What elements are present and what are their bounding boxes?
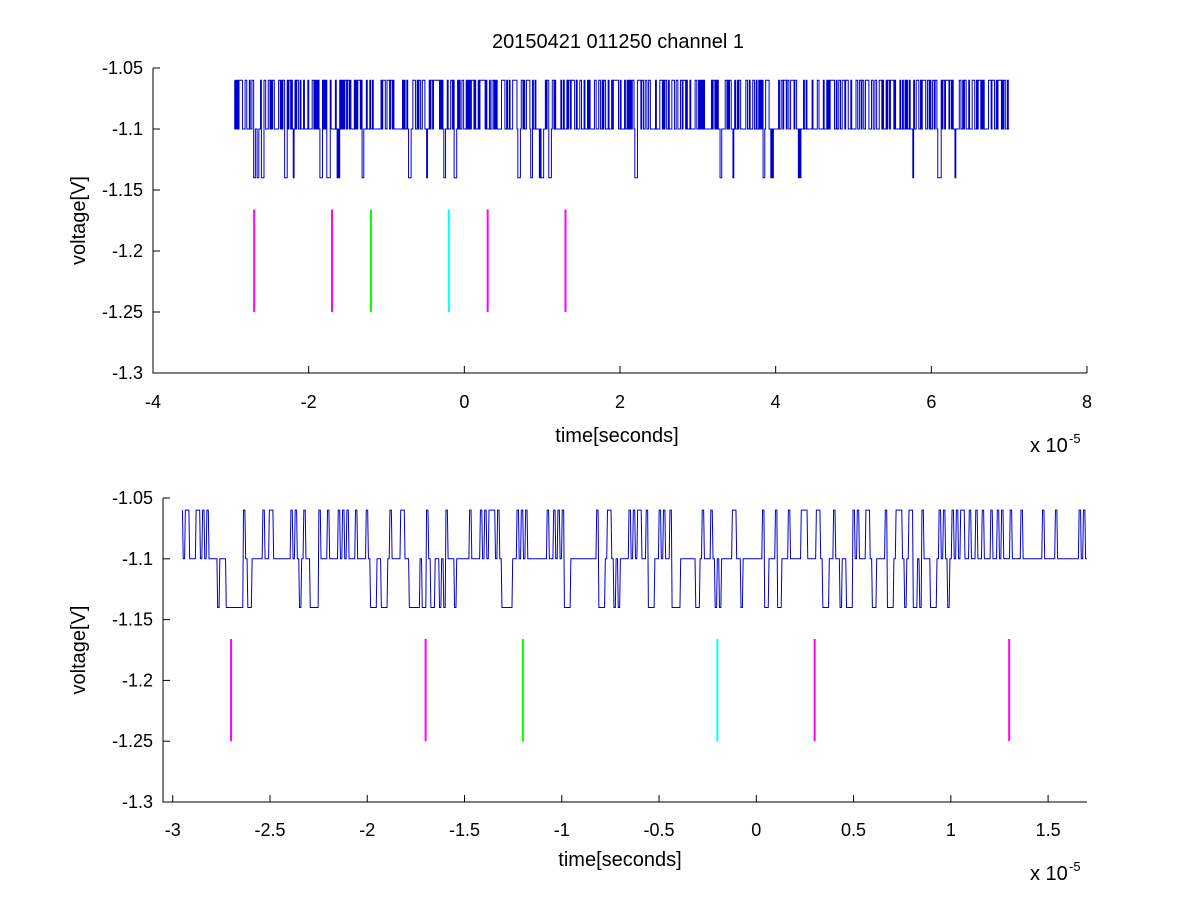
y-tick-label: -1.25	[112, 731, 153, 751]
x-axis-label: time[seconds]	[558, 849, 681, 871]
y-tick-label: -1.05	[112, 488, 153, 508]
x-tick-label: 8	[1082, 392, 1092, 412]
x-tick-label: -2.5	[254, 820, 285, 840]
x-tick-label: 1	[946, 820, 956, 840]
y-tick-label: -1.2	[112, 241, 143, 261]
x-tick-label: 2	[615, 392, 625, 412]
y-tick-label: -1.3	[122, 792, 153, 812]
y-tick-label: -1.3	[112, 363, 143, 383]
x-exponent-power: -5	[1069, 859, 1081, 874]
x-tick-label: 0	[751, 820, 761, 840]
signal-series-line	[234, 79, 1010, 179]
x-exponent-power: -5	[1069, 431, 1081, 446]
y-tick-label: -1.1	[112, 119, 143, 139]
x-tick-label: -1	[554, 820, 570, 840]
x-tick-label: 0.5	[841, 820, 866, 840]
x-tick-label: -4	[145, 392, 161, 412]
x-tick-label: -2	[301, 392, 317, 412]
plot-top: -4 -2 0 2 4 6 8 -1.05 -1.1 -1.15 -1.2 -1.25 -1.3 time…	[68, 58, 1092, 457]
x-tick-label: 1.5	[1036, 820, 1061, 840]
x-tick-label: 4	[771, 392, 781, 412]
plot-bottom: -3 -2.5 -2 -1.5 -1 -0.5 0 0.5 1 1.5 -1.05 -1.1 -1.15…	[68, 488, 1087, 885]
y-axis-label: voltage[V]	[68, 606, 90, 695]
x-tick-label: -3	[165, 820, 181, 840]
y-axis-label: voltage[V]	[68, 176, 90, 265]
y-tick-label: -1.2	[122, 670, 153, 690]
x-exponent-label: x 10	[1030, 435, 1068, 457]
x-exponent-label: x 10	[1030, 863, 1068, 885]
y-tick-label: -1.05	[102, 58, 143, 78]
axes	[162, 498, 1087, 803]
y-tick-label: -1.25	[102, 302, 143, 322]
x-tick-label: -1.5	[449, 820, 480, 840]
x-tick-label: 0	[459, 392, 469, 412]
x-tick-label: 6	[926, 392, 936, 412]
y-tick-label: -1.1	[122, 549, 153, 569]
y-tick-label: -1.15	[112, 610, 153, 630]
x-tick-label: -2	[359, 820, 375, 840]
chart-title: 20150421 011250 channel 1	[492, 31, 744, 53]
signal-series-line	[181, 509, 1087, 608]
x-axis-label: time[seconds]	[555, 425, 678, 447]
y-tick-label: -1.15	[102, 180, 143, 200]
x-tick-label: -0.5	[644, 820, 675, 840]
